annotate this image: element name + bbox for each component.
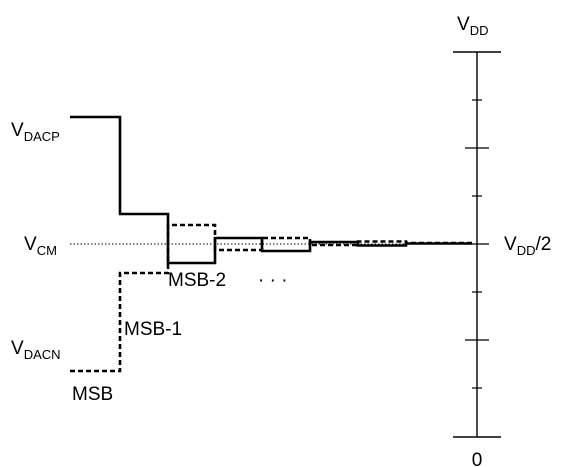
vdd-half-label: VDD/2: [504, 234, 551, 258]
vdacn-waveform: [70, 223, 472, 373]
zero-label: 0: [472, 450, 483, 467]
vdacn-label: VDACN: [11, 338, 61, 362]
vdd-label: VDD: [457, 14, 488, 38]
continuation-dots: · · ·: [258, 270, 288, 291]
msb-1-label: MSB-1: [124, 319, 182, 340]
msb-label: MSB: [72, 384, 113, 405]
vdacp-waveform: [70, 115, 472, 265]
vcm-label: VCM: [24, 234, 57, 258]
msb-2-label: MSB-2: [168, 270, 226, 291]
vdacp-label: VDACP: [11, 120, 60, 144]
